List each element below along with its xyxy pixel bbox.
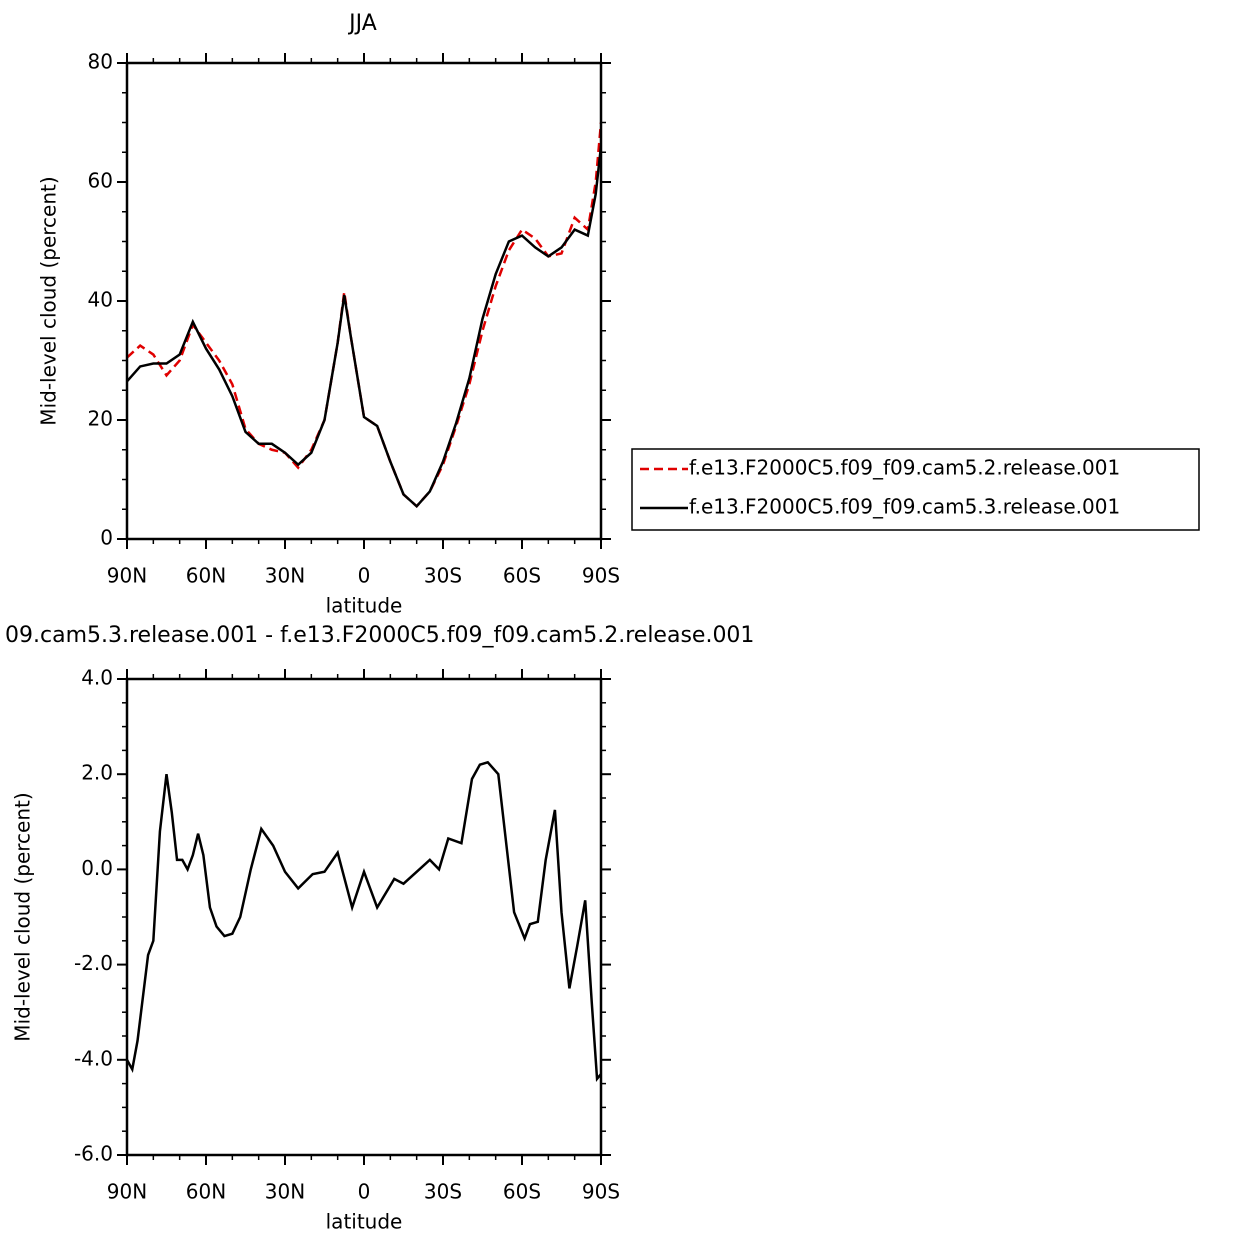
x-tick-label: 90N [107, 1180, 147, 1204]
y-tick-label: 20 [88, 407, 113, 431]
y-tick-label: 40 [88, 288, 113, 312]
y-tick-label: 0 [100, 526, 113, 550]
x-tick-label: 60N [186, 564, 226, 588]
data-line [127, 146, 601, 509]
x-tick-label: 0 [358, 1180, 371, 1204]
y-tick-label: 80 [88, 50, 113, 74]
x-tick-label: 30S [424, 1180, 462, 1204]
legend-label: f.e13.F2000C5.f09_f09.cam5.3.release.001 [689, 495, 1120, 519]
y-axis-label: Mid-level cloud (percent) [37, 176, 61, 425]
legend-box [631, 448, 1200, 531]
x-tick-label: 60S [503, 564, 541, 588]
y-axis-label: Mid-level cloud (percent) [11, 792, 35, 1041]
x-axis-label: latitude [326, 594, 403, 618]
y-tick-label: 4.0 [81, 666, 113, 690]
chart-title: JJA [347, 11, 377, 36]
x-tick-label: 30N [265, 564, 305, 588]
legend-label: f.e13.F2000C5.f09_f09.cam5.2.release.001 [689, 456, 1120, 480]
y-tick-label: 2.0 [81, 761, 113, 785]
plot-frame [125, 677, 603, 1157]
y-tick-label: 60 [88, 169, 113, 193]
data-line [127, 122, 601, 509]
x-tick-label: 0 [358, 564, 371, 588]
y-tick-label: -6.0 [74, 1142, 113, 1166]
chart-title: 09.cam5.3.release.001 - f.e13.F2000C5.f0… [5, 623, 754, 648]
plot-frame [125, 61, 603, 541]
y-tick-label: -2.0 [74, 951, 113, 975]
x-tick-label: 30N [265, 1180, 305, 1204]
y-tick-label: -4.0 [74, 1046, 113, 1070]
data-line [127, 760, 601, 1083]
x-tick-label: 90S [582, 564, 620, 588]
y-tick-label: 0.0 [81, 856, 113, 880]
x-tick-label: 60N [186, 1180, 226, 1204]
x-axis-label: latitude [326, 1210, 403, 1234]
x-tick-label: 90S [582, 1180, 620, 1204]
x-tick-label: 30S [424, 564, 462, 588]
x-tick-label: 60S [503, 1180, 541, 1204]
x-tick-label: 90N [107, 564, 147, 588]
